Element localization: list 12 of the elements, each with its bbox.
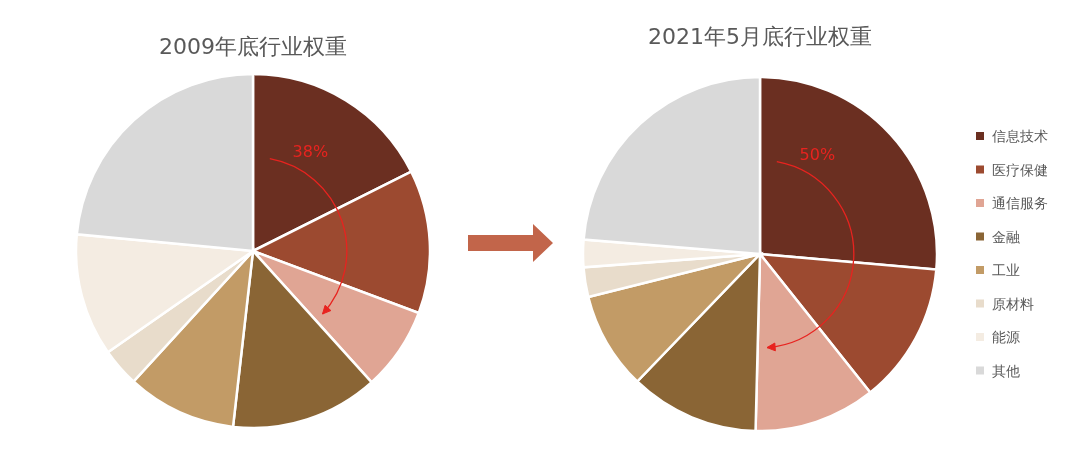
legend-label: 信息技术 [992,128,1048,144]
legend-label: 工业 [992,262,1020,278]
legend-label: 其他 [992,362,1020,379]
chart-title: 2021年5月底行业权重 [648,24,872,49]
legend-label: 医疗保健 [992,161,1048,178]
legend-label: 能源 [992,329,1020,345]
text: 38% [292,142,329,162]
legend-label: 通信服务 [992,195,1048,211]
legend-label: 原材料 [992,295,1034,312]
chart-title: 2009年底行业权重 [159,34,347,59]
text: 50% [799,145,836,165]
legend-label: 金融 [992,228,1020,245]
